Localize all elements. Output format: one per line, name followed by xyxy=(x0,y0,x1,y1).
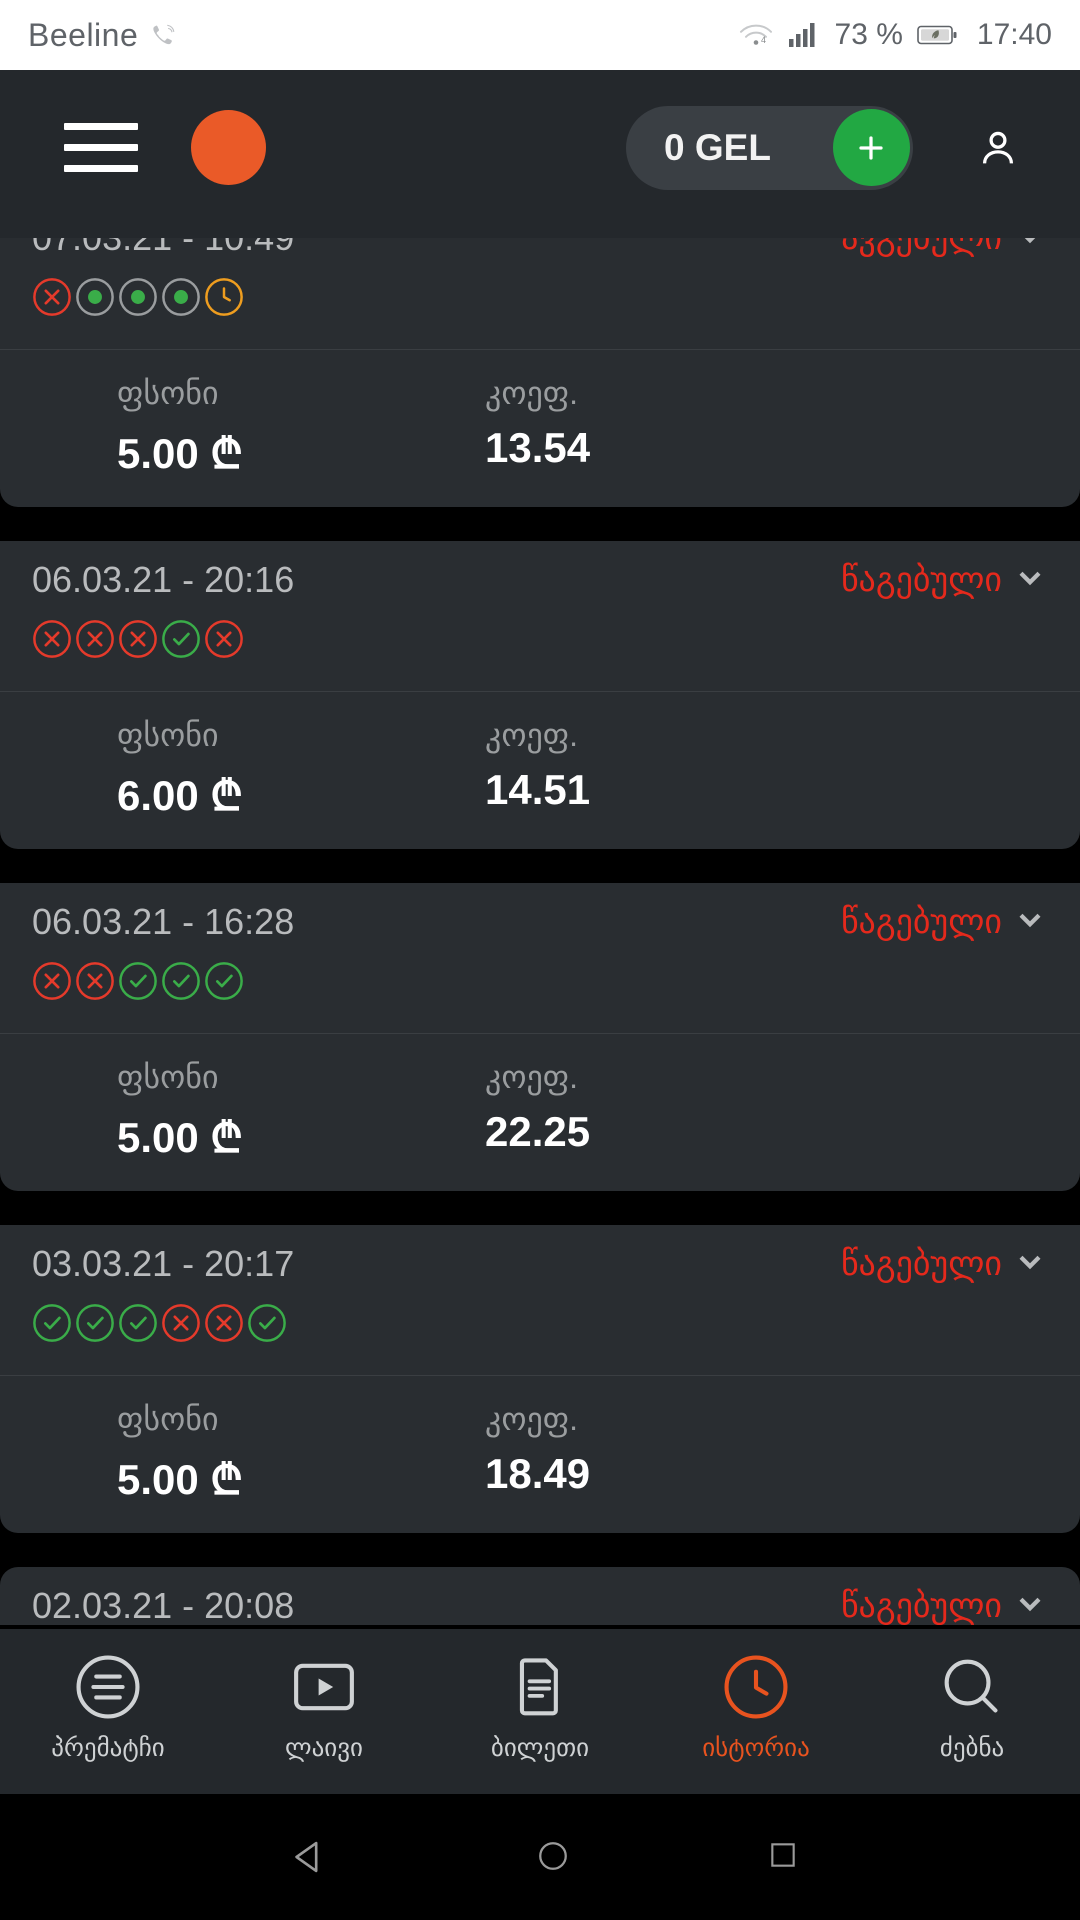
svg-text:4: 4 xyxy=(761,35,766,45)
